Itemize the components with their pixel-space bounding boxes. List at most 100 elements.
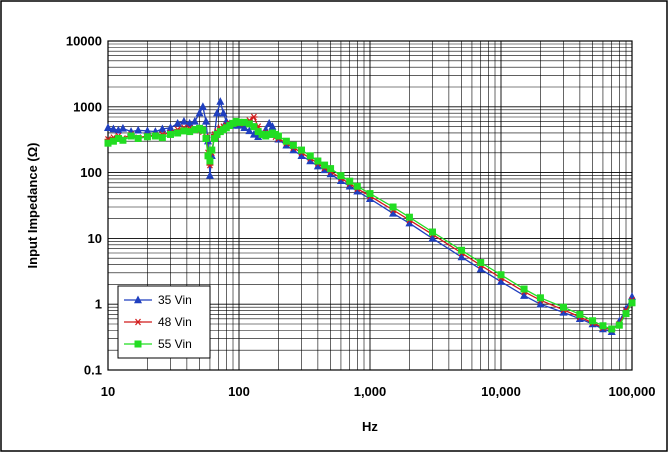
- data-point: [166, 123, 175, 131]
- data-point: [208, 146, 216, 154]
- legend-marker: [134, 318, 142, 326]
- data-point: [536, 294, 544, 302]
- data-point: [202, 134, 210, 142]
- data-point: [268, 122, 277, 130]
- data-point: [560, 303, 568, 311]
- x-axis-title: Hz: [362, 419, 378, 434]
- data-point: [180, 127, 188, 135]
- legend-entry: 35 Vin: [124, 293, 192, 307]
- data-point: [313, 161, 322, 170]
- data-point: [198, 102, 207, 110]
- data-point: [235, 118, 243, 126]
- data-point: [476, 264, 485, 273]
- data-point: [158, 124, 167, 133]
- data-point: [118, 123, 127, 132]
- data-point: [249, 129, 258, 138]
- data-point: [245, 120, 253, 128]
- data-point: [199, 126, 207, 134]
- y-tick-label: 0.1: [84, 363, 102, 378]
- y-tick-label: 100: [80, 165, 102, 180]
- data-point: [477, 259, 485, 267]
- data-point: [216, 97, 225, 105]
- data-point: [167, 130, 175, 138]
- data-point: [114, 134, 122, 142]
- x-tick-label: 10,000: [481, 384, 521, 399]
- data-point: [428, 233, 437, 242]
- data-point: [202, 116, 211, 125]
- data-point: [289, 145, 298, 154]
- legend-label: 35 Vin: [158, 293, 192, 307]
- data-point: [185, 118, 194, 127]
- axis-ticks: 10 100 1,000 10,000 100,000 0.1 1 10 100 1000 1000…: [66, 34, 656, 400]
- data-point: [298, 146, 306, 154]
- data-point: [190, 116, 199, 125]
- data-point: [314, 157, 322, 165]
- data-point: [599, 322, 607, 330]
- data-point: [109, 124, 118, 133]
- data-point: [186, 128, 194, 136]
- data-point: [520, 285, 528, 293]
- data-point: [289, 141, 297, 149]
- legend-marker: [134, 295, 142, 304]
- data-point: [306, 152, 314, 160]
- data-point: [345, 181, 354, 190]
- data-point: [258, 130, 266, 138]
- data-point: [250, 113, 258, 121]
- data-point: [536, 299, 545, 308]
- y-tick-label: 1000: [73, 99, 102, 114]
- data-point: [589, 317, 597, 325]
- data-point: [127, 132, 135, 140]
- data-point: [353, 182, 361, 190]
- data-point: [628, 299, 636, 307]
- data-point: [622, 310, 630, 318]
- data-point: [179, 116, 188, 125]
- series: [104, 97, 636, 336]
- data-point: [326, 169, 335, 178]
- legend-entry: 55 Vin: [124, 337, 192, 351]
- data-point: [134, 134, 142, 142]
- data-point: [336, 176, 345, 185]
- x-tick-label: 100,000: [609, 384, 656, 399]
- y-tick-label: 10: [88, 231, 102, 246]
- data-point: [282, 137, 290, 145]
- legend-marker: [134, 340, 142, 348]
- data-point: [254, 132, 263, 141]
- data-point: [337, 172, 345, 180]
- data-point: [151, 132, 159, 140]
- data-point: [458, 246, 466, 254]
- data-point: [205, 171, 214, 179]
- data-point: [195, 108, 204, 117]
- data-point: [245, 126, 254, 135]
- data-point: [429, 228, 437, 236]
- data-point: [608, 325, 616, 333]
- plot-area: [107, 40, 633, 371]
- data-point: [615, 321, 623, 329]
- data-point: [119, 136, 127, 144]
- data-point: [520, 291, 529, 299]
- data-point: [210, 134, 218, 142]
- data-point: [240, 123, 249, 131]
- data-point: [143, 133, 151, 141]
- data-point: [143, 126, 152, 135]
- data-point: [389, 208, 398, 217]
- data-point: [206, 157, 214, 165]
- legend-entry: 48 Vin: [124, 315, 192, 329]
- data-point: [366, 194, 374, 202]
- data-point: [346, 177, 354, 185]
- data-point: [576, 310, 584, 318]
- data-point: [559, 307, 568, 316]
- data-point: [250, 123, 258, 131]
- data-point: [327, 165, 335, 173]
- x-tick-label: 10: [101, 384, 115, 399]
- data-point: [297, 151, 306, 160]
- data-point: [104, 123, 112, 131]
- legend-label: 48 Vin: [158, 315, 192, 329]
- data-point: [389, 203, 397, 211]
- data-point: [204, 152, 212, 160]
- x-tick-label: 1,000: [354, 384, 387, 399]
- data-point: [213, 108, 222, 117]
- data-point: [174, 129, 182, 137]
- data-point: [104, 139, 112, 147]
- data-point: [306, 156, 315, 165]
